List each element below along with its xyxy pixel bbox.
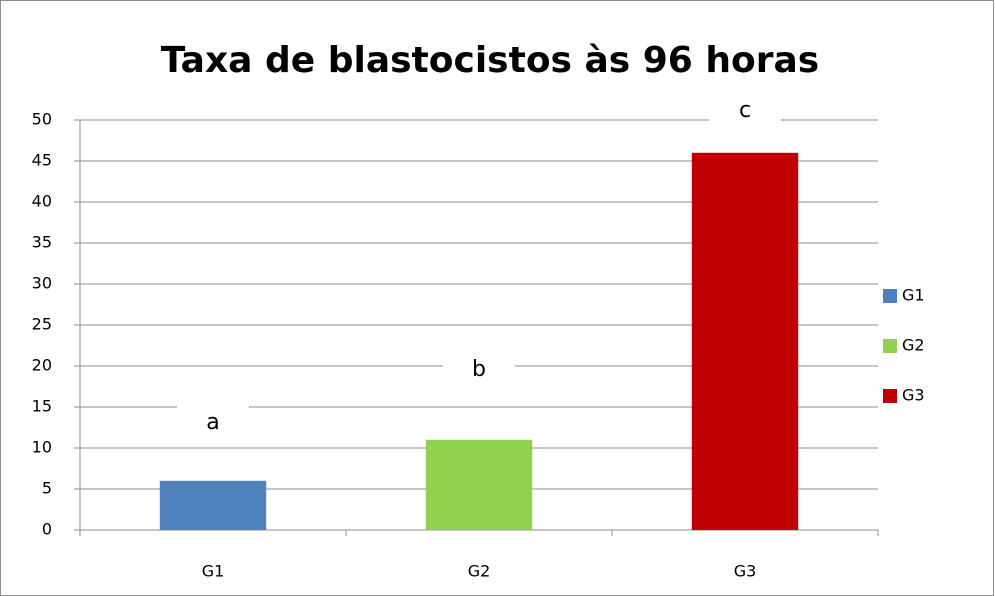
y-tick-label: 15 <box>32 397 52 416</box>
x-tick-label: G1 <box>202 562 225 581</box>
y-tick-label: 45 <box>32 151 52 170</box>
legend-label: G3 <box>902 386 925 405</box>
chart-title: Taxa de blastocistos às 96 horas <box>161 40 819 81</box>
annotation: b <box>472 357 486 382</box>
legend-label: G1 <box>902 286 925 305</box>
bar <box>425 439 533 530</box>
bar <box>691 152 799 531</box>
legend-swatch <box>883 339 897 353</box>
y-tick-label: 25 <box>32 315 52 334</box>
y-tick-label: 5 <box>42 479 52 498</box>
y-tick-label: 35 <box>32 233 52 252</box>
annotation-box <box>443 347 515 392</box>
x-tick-label: G2 <box>468 562 491 581</box>
legend-label: G2 <box>902 336 925 355</box>
y-tick-label: 10 <box>32 438 52 457</box>
x-tick-label: G3 <box>734 562 757 581</box>
y-tick-label: 0 <box>42 520 52 539</box>
legend-swatch <box>883 389 897 403</box>
y-tick-label: 40 <box>32 192 52 211</box>
annotation: a <box>206 410 219 435</box>
legend-swatch <box>883 289 897 303</box>
y-tick-label: 30 <box>32 274 52 293</box>
y-tick-label: 50 <box>32 110 52 129</box>
annotation: c <box>739 98 751 123</box>
y-tick-label: 20 <box>32 356 52 375</box>
annotation-box <box>177 400 249 445</box>
bar <box>159 480 267 530</box>
annotation-box <box>709 88 781 133</box>
